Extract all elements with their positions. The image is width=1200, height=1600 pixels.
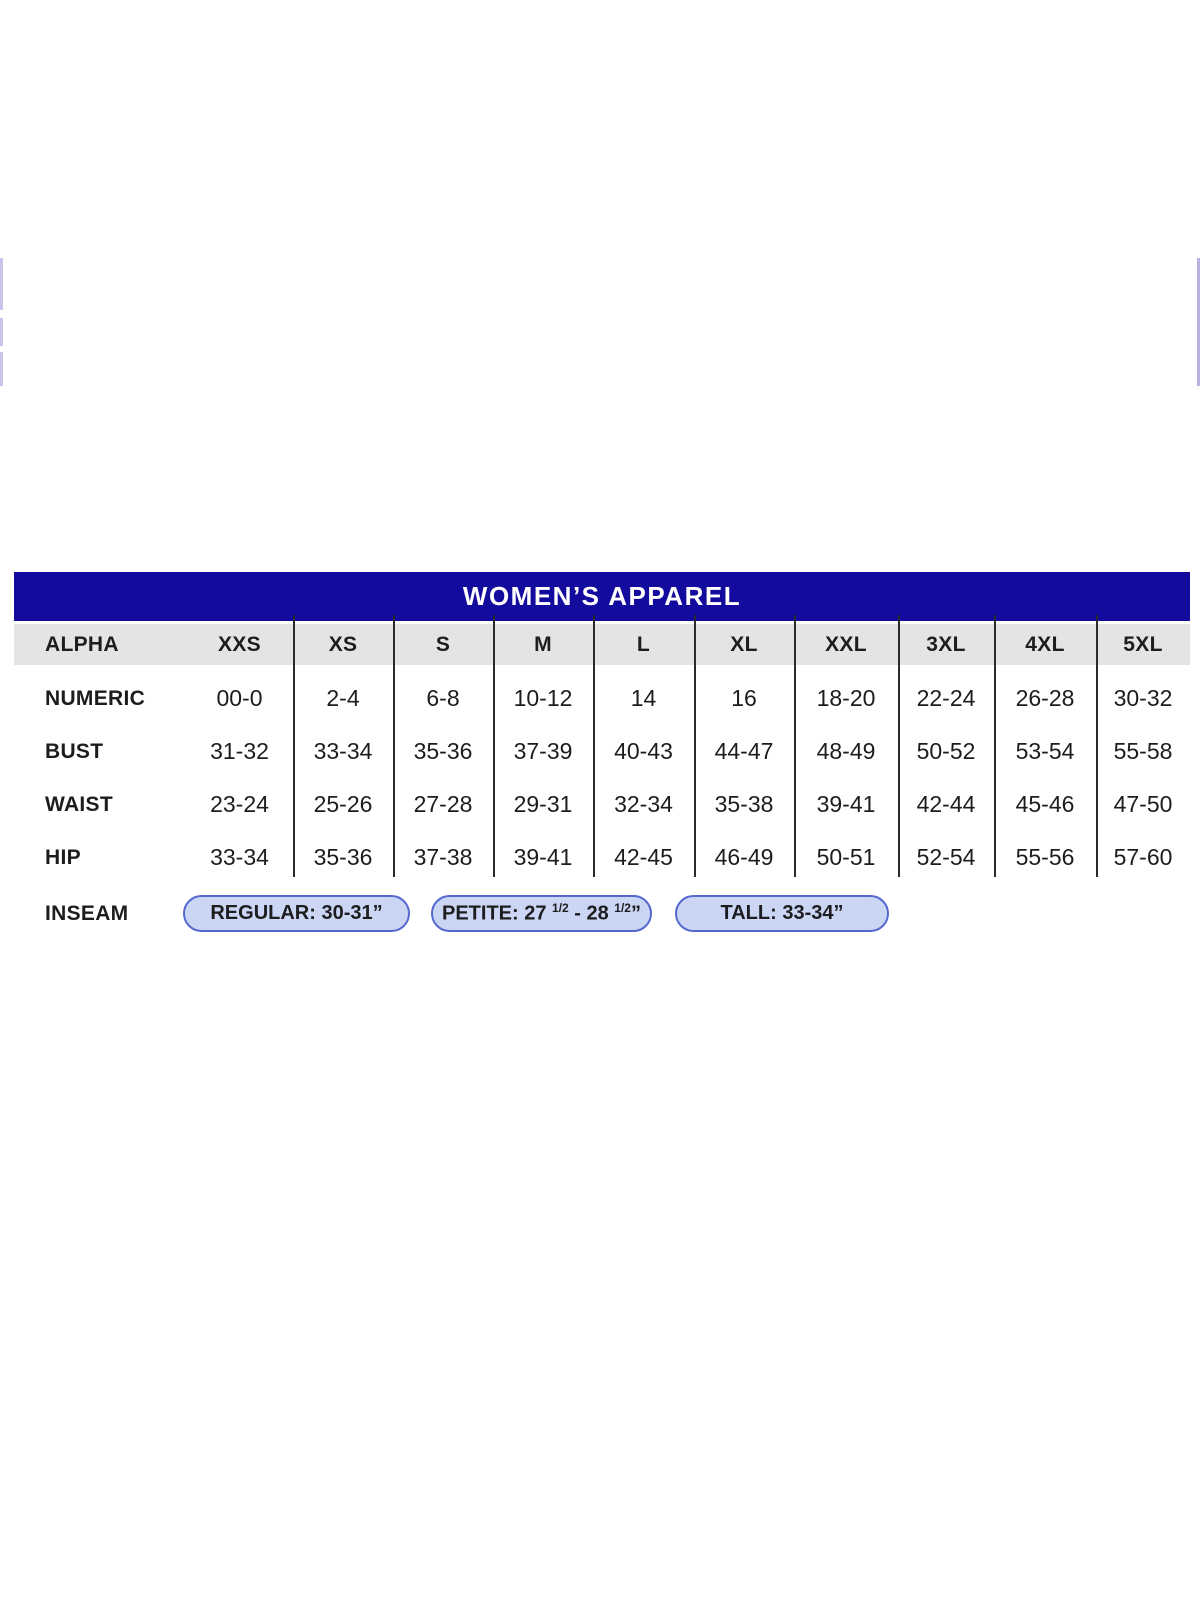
hip-s: 37-38	[413, 844, 473, 870]
numeric-xxs: 00-0	[216, 685, 263, 711]
waist-4xl: 45-46	[1015, 791, 1075, 817]
header-size-xxl: XXL	[825, 632, 867, 656]
inseam-regular-value: REGULAR: 30-31”	[210, 902, 383, 924]
bust-s: 35-36	[413, 738, 473, 764]
hip-xs: 35-36	[313, 844, 373, 870]
table-row-numeric: NUMERIC 00-0 2-4 6-8 10-12 14 16 18-20 2…	[14, 665, 1190, 718]
table-header-row: ALPHA XXS XS S M L XL XXL 3XL 4XL 5XL	[14, 624, 1190, 665]
bust-5xl: 55-58	[1113, 738, 1173, 764]
waist-3xl: 42-44	[916, 791, 976, 817]
row-label-inseam: INSEAM	[45, 901, 129, 925]
numeric-l: 14	[630, 685, 657, 711]
column-divider	[694, 615, 696, 877]
header-size-4xl: 4XL	[1025, 632, 1065, 656]
bust-xxs: 31-32	[210, 738, 269, 764]
header-size-xxs: XXS	[218, 632, 261, 656]
inseam-pill-petite: PETITE: 27 1/2 - 28 1/2”	[431, 895, 652, 932]
bust-4xl: 53-54	[1015, 738, 1075, 764]
numeric-5xl: 30-32	[1113, 685, 1173, 711]
edge-artifact-left-3	[0, 352, 3, 386]
chart-title: WOMEN’S APPAREL	[462, 581, 742, 611]
header-size-xs: XS	[328, 632, 358, 656]
header-size-3xl: 3XL	[926, 632, 966, 656]
bust-xs: 33-34	[313, 738, 373, 764]
bust-3xl: 50-52	[916, 738, 976, 764]
waist-xs: 25-26	[313, 791, 373, 817]
fraction-half: 1/2	[552, 901, 569, 916]
header-size-xl: XL	[730, 632, 758, 656]
bust-xl: 44-47	[714, 738, 774, 764]
size-chart: WOMEN’S APPAREL ALPHA XXS XS S M L XL XX…	[14, 572, 1190, 932]
hip-4xl: 55-56	[1015, 844, 1075, 870]
edge-artifact-left-2	[0, 318, 3, 346]
hip-xxs: 33-34	[210, 844, 269, 870]
bust-xxl: 48-49	[816, 738, 876, 764]
table-row-waist: WAIST 23-24 25-26 27-28 29-31 32-34 35-3…	[14, 771, 1190, 824]
edge-artifact-right	[1197, 258, 1200, 386]
row-label-waist: WAIST	[45, 792, 113, 816]
inseam-tall-value: TALL: 33-34”	[720, 902, 844, 924]
waist-s: 27-28	[413, 791, 473, 817]
waist-xxl: 39-41	[816, 791, 876, 817]
edge-artifact-left-1	[0, 258, 3, 310]
numeric-xl: 16	[731, 685, 757, 711]
inseam-pill-regular: REGULAR: 30-31”	[183, 895, 410, 932]
hip-3xl: 52-54	[916, 844, 976, 870]
hip-xl: 46-49	[714, 844, 774, 870]
column-divider	[293, 615, 295, 877]
column-divider	[493, 615, 495, 877]
numeric-3xl: 22-24	[916, 685, 976, 711]
waist-xl: 35-38	[714, 791, 774, 817]
table-row-bust: BUST 31-32 33-34 35-36 37-39 40-43 44-47…	[14, 718, 1190, 771]
bust-l: 40-43	[614, 738, 673, 764]
waist-xxs: 23-24	[210, 791, 269, 817]
column-divider	[794, 615, 796, 877]
numeric-xxl: 18-20	[816, 685, 876, 711]
chart-title-bar: WOMEN’S APPAREL	[14, 572, 1190, 621]
waist-m: 29-31	[513, 791, 573, 817]
table-row-inseam: INSEAM REGULAR: 30-31” PETITE: 27 1/2 - …	[14, 895, 1190, 932]
header-size-m: M	[534, 632, 552, 656]
hip-5xl: 57-60	[1113, 844, 1173, 870]
inseam-petite-value: PETITE: 27 1/2 - 28 1/2”	[442, 901, 641, 925]
header-label-alpha: ALPHA	[45, 632, 119, 656]
bust-m: 37-39	[513, 738, 573, 764]
column-divider	[393, 615, 395, 877]
column-divider	[1096, 615, 1098, 877]
row-label-numeric: NUMERIC	[45, 686, 146, 710]
hip-l: 42-45	[614, 844, 673, 870]
numeric-s: 6-8	[426, 685, 460, 711]
row-label-hip: HIP	[45, 845, 81, 869]
header-size-5xl: 5XL	[1123, 632, 1163, 656]
row-label-bust: BUST	[45, 739, 104, 763]
table-row-hip: HIP 33-34 35-36 37-38 39-41 42-45 46-49 …	[14, 824, 1190, 877]
hip-xxl: 50-51	[816, 844, 876, 870]
numeric-m: 10-12	[513, 685, 573, 711]
header-size-l: L	[636, 632, 651, 656]
header-size-s: S	[435, 632, 451, 656]
numeric-4xl: 26-28	[1015, 685, 1075, 711]
column-divider	[593, 615, 595, 877]
numeric-xs: 2-4	[326, 685, 360, 711]
waist-5xl: 47-50	[1113, 791, 1173, 817]
column-divider	[898, 615, 900, 877]
inseam-pill-tall: TALL: 33-34”	[675, 895, 889, 932]
waist-l: 32-34	[614, 791, 673, 817]
fraction-half: 1/2	[614, 901, 631, 916]
hip-m: 39-41	[513, 844, 573, 870]
column-divider	[994, 615, 996, 877]
